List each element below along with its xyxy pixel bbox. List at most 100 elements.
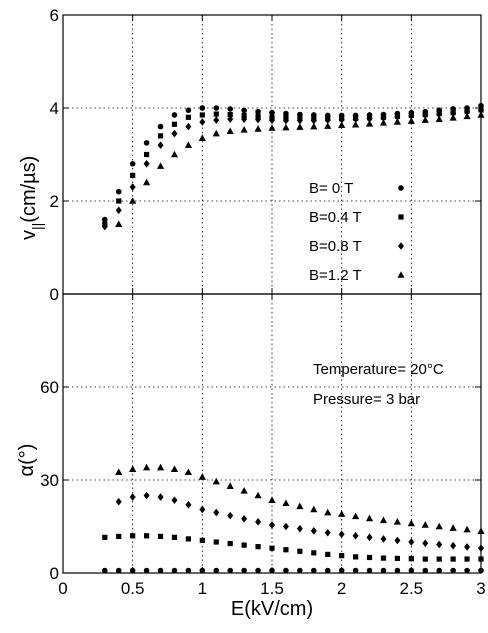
velocity-point-triangle bbox=[240, 126, 248, 133]
angle-point-circle bbox=[394, 567, 401, 574]
angle-point-diamond bbox=[241, 514, 248, 523]
angle-point-triangle bbox=[463, 525, 471, 533]
velocity-point-diamond bbox=[296, 116, 303, 125]
angle-point-triangle bbox=[115, 468, 123, 476]
velocity-point-circle bbox=[213, 105, 220, 111]
velocity-point-circle bbox=[102, 216, 108, 223]
angle-point-circle bbox=[171, 567, 178, 574]
angle-point-diamond bbox=[324, 528, 331, 537]
x-tick-label: 0 bbox=[58, 579, 67, 598]
angle-point-diamond bbox=[157, 493, 164, 501]
angle-point-circle bbox=[269, 567, 275, 574]
angle-point-triangle bbox=[254, 491, 262, 499]
angle-point-triangle bbox=[449, 524, 457, 531]
angle-point-diamond bbox=[227, 511, 234, 520]
angle-point-circle bbox=[297, 567, 303, 574]
velocity-point-triangle bbox=[407, 117, 415, 124]
angle-point-circle bbox=[408, 567, 415, 574]
x-tick-label: 2 bbox=[337, 579, 346, 598]
angle-point-circle bbox=[311, 567, 317, 574]
legend-label: B=0.4 T bbox=[309, 209, 362, 226]
angle-point-circle bbox=[213, 567, 220, 574]
velocity-point-diamond bbox=[115, 206, 122, 215]
angle-point-diamond bbox=[436, 540, 443, 549]
velocity-point-diamond bbox=[450, 109, 457, 117]
angle-point-triangle bbox=[184, 468, 192, 476]
angle-point-triangle bbox=[393, 518, 401, 525]
angle-point-triangle bbox=[310, 505, 318, 513]
velocity-point-diamond bbox=[352, 115, 359, 123]
velocity-point-triangle bbox=[184, 141, 192, 148]
legend-marker-circle bbox=[398, 185, 404, 191]
angle-point-square bbox=[157, 533, 164, 540]
velocity-point-diamond bbox=[213, 116, 220, 124]
angle-x-ticks: 0 0.5 1 1.5 2 2.5 3 bbox=[58, 579, 485, 598]
legend-marker-diamond bbox=[398, 242, 404, 250]
velocity-point-circle bbox=[269, 109, 275, 116]
angle-point-circle bbox=[436, 567, 443, 574]
velocity-y-label: v||(cm/µs) bbox=[18, 156, 45, 240]
velocity-point-diamond bbox=[171, 129, 178, 138]
angle-point-diamond bbox=[269, 521, 275, 529]
angle-point-diamond bbox=[352, 532, 359, 540]
velocity-point-triangle bbox=[254, 125, 262, 132]
velocity-point-triangle bbox=[170, 150, 179, 158]
velocity-y-tick-label: 2 bbox=[50, 192, 59, 211]
velocity-point-circle bbox=[227, 106, 233, 112]
angle-point-diamond bbox=[213, 508, 220, 517]
velocity-point-diamond bbox=[282, 116, 289, 125]
velocity-y-tick-label: 6 bbox=[50, 6, 59, 25]
legend-marker-triangle bbox=[397, 271, 405, 278]
velocity-point-diamond bbox=[185, 122, 192, 131]
velocity-point-diamond bbox=[101, 222, 108, 231]
angle-panel: 0 30 60 0 0.5 1 1.5 2 2.5 3 α(°) E(kV/cm) Temper… bbox=[16, 293, 486, 620]
angle-point-square bbox=[185, 536, 191, 542]
angle-point-square bbox=[255, 544, 261, 550]
velocity-point-square bbox=[227, 111, 233, 118]
angle-y-tick-label: 60 bbox=[40, 378, 59, 397]
velocity-point-diamond bbox=[241, 115, 248, 123]
velocity-point-triangle bbox=[143, 178, 151, 186]
legend: B= 0 T B=0.4 T B=0.8 T B=1.2 T bbox=[309, 180, 405, 284]
velocity-point-diamond bbox=[199, 118, 206, 126]
angle-plot-frame bbox=[62, 293, 482, 574]
x-tick-label: 2.5 bbox=[400, 579, 424, 598]
legend-label: B=1.2 T bbox=[309, 267, 362, 284]
angle-point-circle bbox=[157, 567, 164, 574]
angle-point-square bbox=[116, 533, 122, 540]
angle-point-triangle bbox=[296, 502, 304, 510]
velocity-point-triangle bbox=[463, 112, 471, 120]
angle-point-triangle bbox=[282, 499, 290, 507]
angle-point-square bbox=[422, 556, 428, 562]
velocity-point-triangle bbox=[393, 118, 401, 125]
velocity-y-tick-label: 4 bbox=[50, 99, 59, 118]
angle-point-triangle bbox=[198, 473, 206, 480]
angle-point-diamond bbox=[464, 543, 471, 551]
velocity-point-square bbox=[116, 198, 122, 204]
angle-point-square bbox=[366, 554, 373, 561]
velocity-point-square bbox=[199, 112, 205, 118]
velocity-point-diamond bbox=[338, 115, 345, 124]
angle-y-ticks: 0 30 60 bbox=[40, 378, 59, 583]
angle-point-square bbox=[102, 534, 108, 540]
angle-point-circle bbox=[143, 567, 150, 574]
velocity-point-triangle bbox=[296, 123, 304, 130]
velocity-point-diamond bbox=[310, 116, 317, 125]
velocity-grid bbox=[62, 14, 482, 295]
angle-point-diamond bbox=[380, 535, 387, 543]
angle-point-circle bbox=[241, 567, 247, 574]
angle-point-square bbox=[353, 554, 359, 560]
x-tick-label: 1.5 bbox=[260, 579, 284, 598]
angle-point-square bbox=[213, 539, 219, 545]
angle-point-diamond bbox=[185, 501, 192, 509]
angle-y-tick-label: 30 bbox=[40, 471, 59, 490]
angle-point-triangle bbox=[435, 522, 443, 530]
angle-point-diamond bbox=[296, 524, 303, 533]
angle-point-square bbox=[227, 540, 233, 547]
angle-point-circle bbox=[227, 567, 233, 574]
x-axis-label: E(kV/cm) bbox=[231, 598, 313, 620]
angle-point-square bbox=[311, 550, 317, 556]
angle-point-circle bbox=[422, 567, 429, 574]
angle-point-diamond bbox=[408, 538, 415, 546]
angle-point-square bbox=[464, 556, 470, 562]
